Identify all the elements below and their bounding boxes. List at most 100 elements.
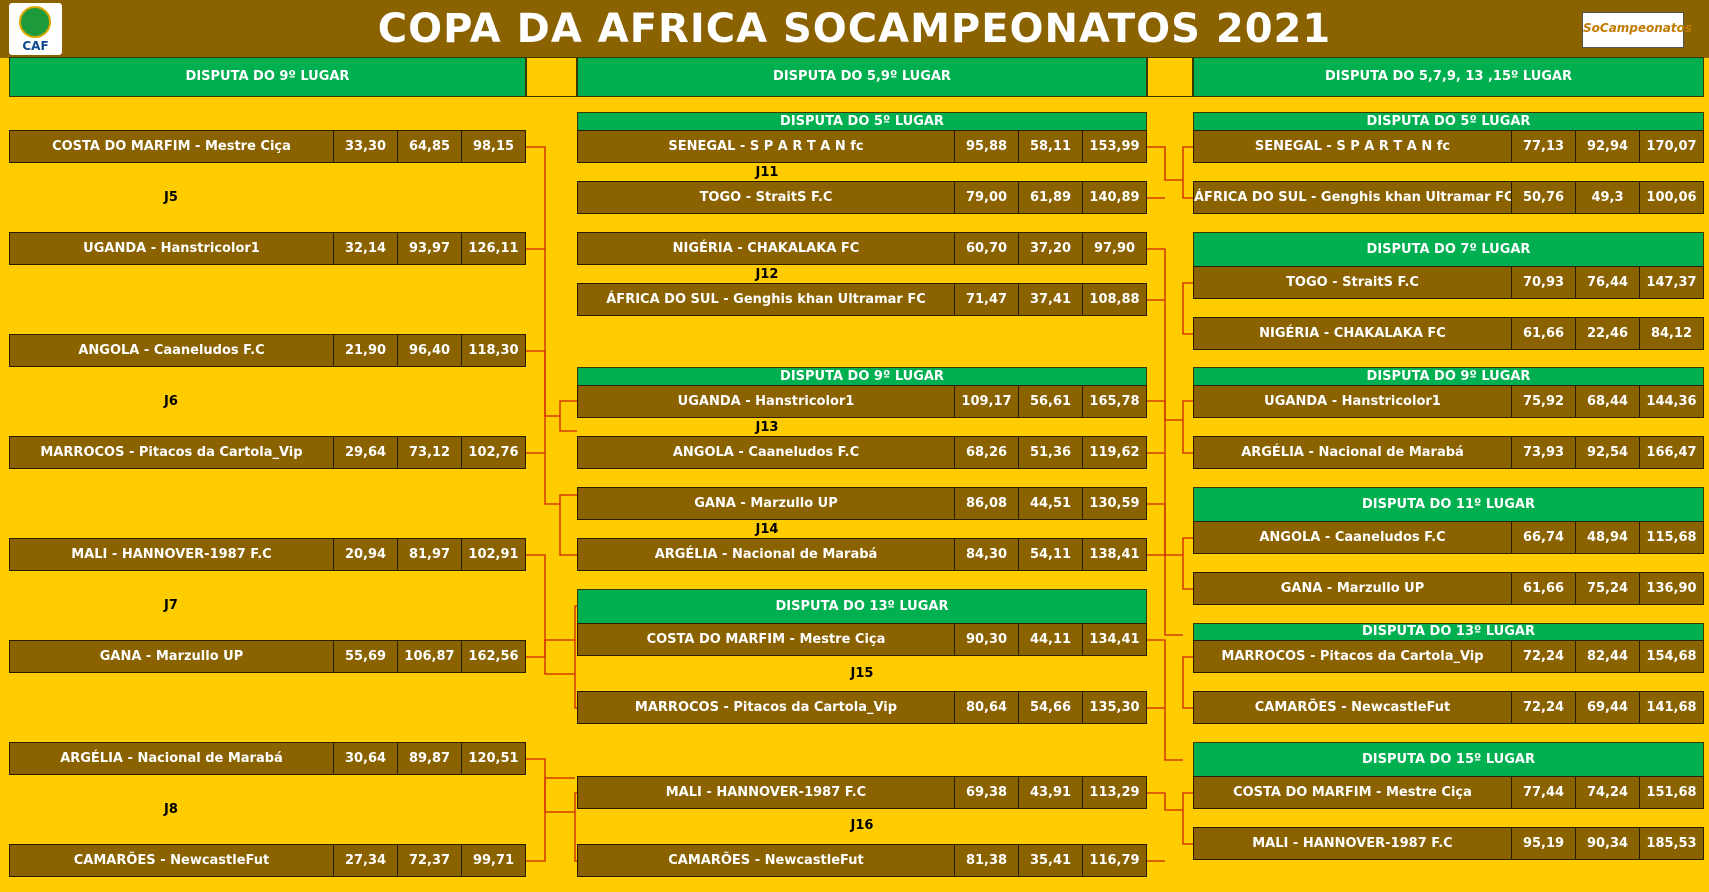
- section-subheader: DISPUTA DO 15º LUGAR: [1193, 742, 1704, 777]
- score-1: 33,30: [333, 131, 397, 162]
- score-2: 37,20: [1018, 233, 1082, 264]
- team-name: MALI - HANNOVER-1987 F.C: [1252, 836, 1453, 851]
- score-2: 76,44: [1575, 267, 1639, 298]
- score-1: 32,14: [333, 233, 397, 264]
- score-1: 60,70: [954, 233, 1018, 264]
- team-name: MARROCOS - Pitacos da Cartola_Vip: [634, 700, 898, 715]
- match-row: UGANDA - Hanstricolor1 32,14 93,97 126,1…: [9, 232, 526, 265]
- score-1: 27,34: [333, 845, 397, 876]
- team-name: TOGO - StraitS F.C: [1286, 275, 1419, 290]
- match-label: J6: [164, 394, 178, 409]
- match-row: GANA - Marzullo UP 61,66 75,24 136,90: [1193, 572, 1704, 605]
- team-name: COSTA DO MARFIM - Mestre Ciça: [1233, 785, 1472, 800]
- score-2: 82,44: [1575, 641, 1639, 672]
- match-row: TOGO - StraitS F.C 79,00 61,89 140,89: [577, 181, 1147, 214]
- score-total: 118,30: [461, 335, 525, 366]
- match-row: ÁFRICA DO SUL - Genghis khan Ultramar FC…: [577, 283, 1147, 316]
- header-spacer: [1147, 57, 1193, 97]
- section-subheader: DISPUTA DO 13º LUGAR: [577, 589, 1147, 624]
- score-2: 93,97: [397, 233, 461, 264]
- score-2: 37,41: [1018, 284, 1082, 315]
- match-row: ANGOLA - Caaneludos F.C 68,26 51,36 119,…: [577, 436, 1147, 469]
- caf-logo-text: CAF: [22, 39, 49, 53]
- score-total: 165,78: [1082, 386, 1146, 417]
- team-name: CAMARÕES - NewcastleFut: [1254, 700, 1451, 715]
- score-1: 61,66: [1511, 573, 1575, 604]
- score-total: 153,99: [1082, 131, 1146, 162]
- match-row: CAMARÕES - NewcastleFut 27,34 72,37 99,7…: [9, 844, 526, 877]
- score-1: 72,24: [1511, 641, 1575, 672]
- score-2: 106,87: [397, 641, 461, 672]
- score-2: 44,51: [1018, 488, 1082, 519]
- score-total: 120,51: [461, 743, 525, 774]
- score-total: 141,68: [1639, 692, 1703, 723]
- team-name: ÁFRICA DO SUL - Genghis khan Ultramar FC: [1194, 190, 1511, 205]
- score-1: 66,74: [1511, 522, 1575, 553]
- match-label: J7: [164, 598, 178, 613]
- column-1-header: DISPUTA DO 9º LUGAR: [9, 57, 526, 97]
- score-2: 61,89: [1018, 182, 1082, 213]
- score-2: 54,66: [1018, 692, 1082, 723]
- score-total: 140,89: [1082, 182, 1146, 213]
- match-label: J11: [755, 165, 779, 180]
- score-1: 30,64: [333, 743, 397, 774]
- score-total: 151,68: [1639, 777, 1703, 808]
- match-row: MALI - HANNOVER-1987 F.C 69,38 43,91 113…: [577, 776, 1147, 809]
- match-row: MARROCOS - Pitacos da Cartola_Vip 72,24 …: [1193, 640, 1704, 673]
- team-name: COSTA DO MARFIM - Mestre Ciça: [646, 632, 886, 647]
- score-2: 22,46: [1575, 318, 1639, 349]
- score-total: 170,07: [1639, 131, 1703, 162]
- score-total: 185,53: [1639, 828, 1703, 859]
- score-total: 115,68: [1639, 522, 1703, 553]
- team-name: ARGÉLIA - Nacional de Marabá: [654, 547, 878, 562]
- score-1: 75,92: [1511, 386, 1575, 417]
- match-row: MARROCOS - Pitacos da Cartola_Vip 80,64 …: [577, 691, 1147, 724]
- team-name: NIGÉRIA - CHAKALAKA FC: [1259, 326, 1446, 341]
- score-2: 69,44: [1575, 692, 1639, 723]
- match-row: COSTA DO MARFIM - Mestre Ciça 77,44 74,2…: [1193, 776, 1704, 809]
- match-row: ANGOLA - Caaneludos F.C 21,90 96,40 118,…: [9, 334, 526, 367]
- score-2: 89,87: [397, 743, 461, 774]
- score-total: 102,76: [461, 437, 525, 468]
- match-label: J8: [164, 802, 178, 817]
- score-1: 77,13: [1511, 131, 1575, 162]
- team-name: GANA - Marzullo UP: [1280, 581, 1425, 596]
- score-2: 96,40: [397, 335, 461, 366]
- score-total: 162,56: [461, 641, 525, 672]
- match-row: SENEGAL - S P A R T A N fc 95,88 58,11 1…: [577, 130, 1147, 163]
- match-row: GANA - Marzullo UP 86,08 44,51 130,59: [577, 487, 1147, 520]
- score-2: 49,3: [1575, 182, 1639, 213]
- score-1: 70,93: [1511, 267, 1575, 298]
- score-1: 50,76: [1511, 182, 1575, 213]
- score-1: 71,47: [954, 284, 1018, 315]
- team-name: CAMARÕES - NewcastleFut: [73, 853, 270, 868]
- score-2: 72,37: [397, 845, 461, 876]
- score-2: 81,97: [397, 539, 461, 570]
- score-total: 166,47: [1639, 437, 1703, 468]
- score-1: 81,38: [954, 845, 1018, 876]
- score-1: 72,24: [1511, 692, 1575, 723]
- team-name: SENEGAL - S P A R T A N fc: [1254, 139, 1451, 154]
- score-total: 138,41: [1082, 539, 1146, 570]
- match-row: UGANDA - Hanstricolor1 109,17 56,61 165,…: [577, 385, 1147, 418]
- score-1: 109,17: [954, 386, 1018, 417]
- score-1: 69,38: [954, 777, 1018, 808]
- score-total: 136,90: [1639, 573, 1703, 604]
- socampeonatos-logo: SoCampeonatos: [1582, 12, 1692, 48]
- score-total: 97,90: [1082, 233, 1146, 264]
- score-total: 99,71: [461, 845, 525, 876]
- match-label: J15: [850, 666, 874, 681]
- team-name: UGANDA - Hanstricolor1: [83, 241, 260, 256]
- section-subheader: DISPUTA DO 13º LUGAR: [1193, 623, 1704, 641]
- section-subheader: DISPUTA DO 5º LUGAR: [1193, 112, 1704, 131]
- team-name: SENEGAL - S P A R T A N fc: [668, 139, 864, 154]
- section-subheader: DISPUTA DO 9º LUGAR: [1193, 367, 1704, 386]
- score-total: 154,68: [1639, 641, 1703, 672]
- score-2: 51,36: [1018, 437, 1082, 468]
- team-name: MARROCOS - Pitacos da Cartola_Vip: [40, 445, 303, 460]
- score-1: 68,26: [954, 437, 1018, 468]
- score-total: 130,59: [1082, 488, 1146, 519]
- team-name: GANA - Marzullo UP: [99, 649, 244, 664]
- team-name: ANGOLA - Caaneludos F.C: [1259, 530, 1446, 545]
- match-row: UGANDA - Hanstricolor1 75,92 68,44 144,3…: [1193, 385, 1704, 418]
